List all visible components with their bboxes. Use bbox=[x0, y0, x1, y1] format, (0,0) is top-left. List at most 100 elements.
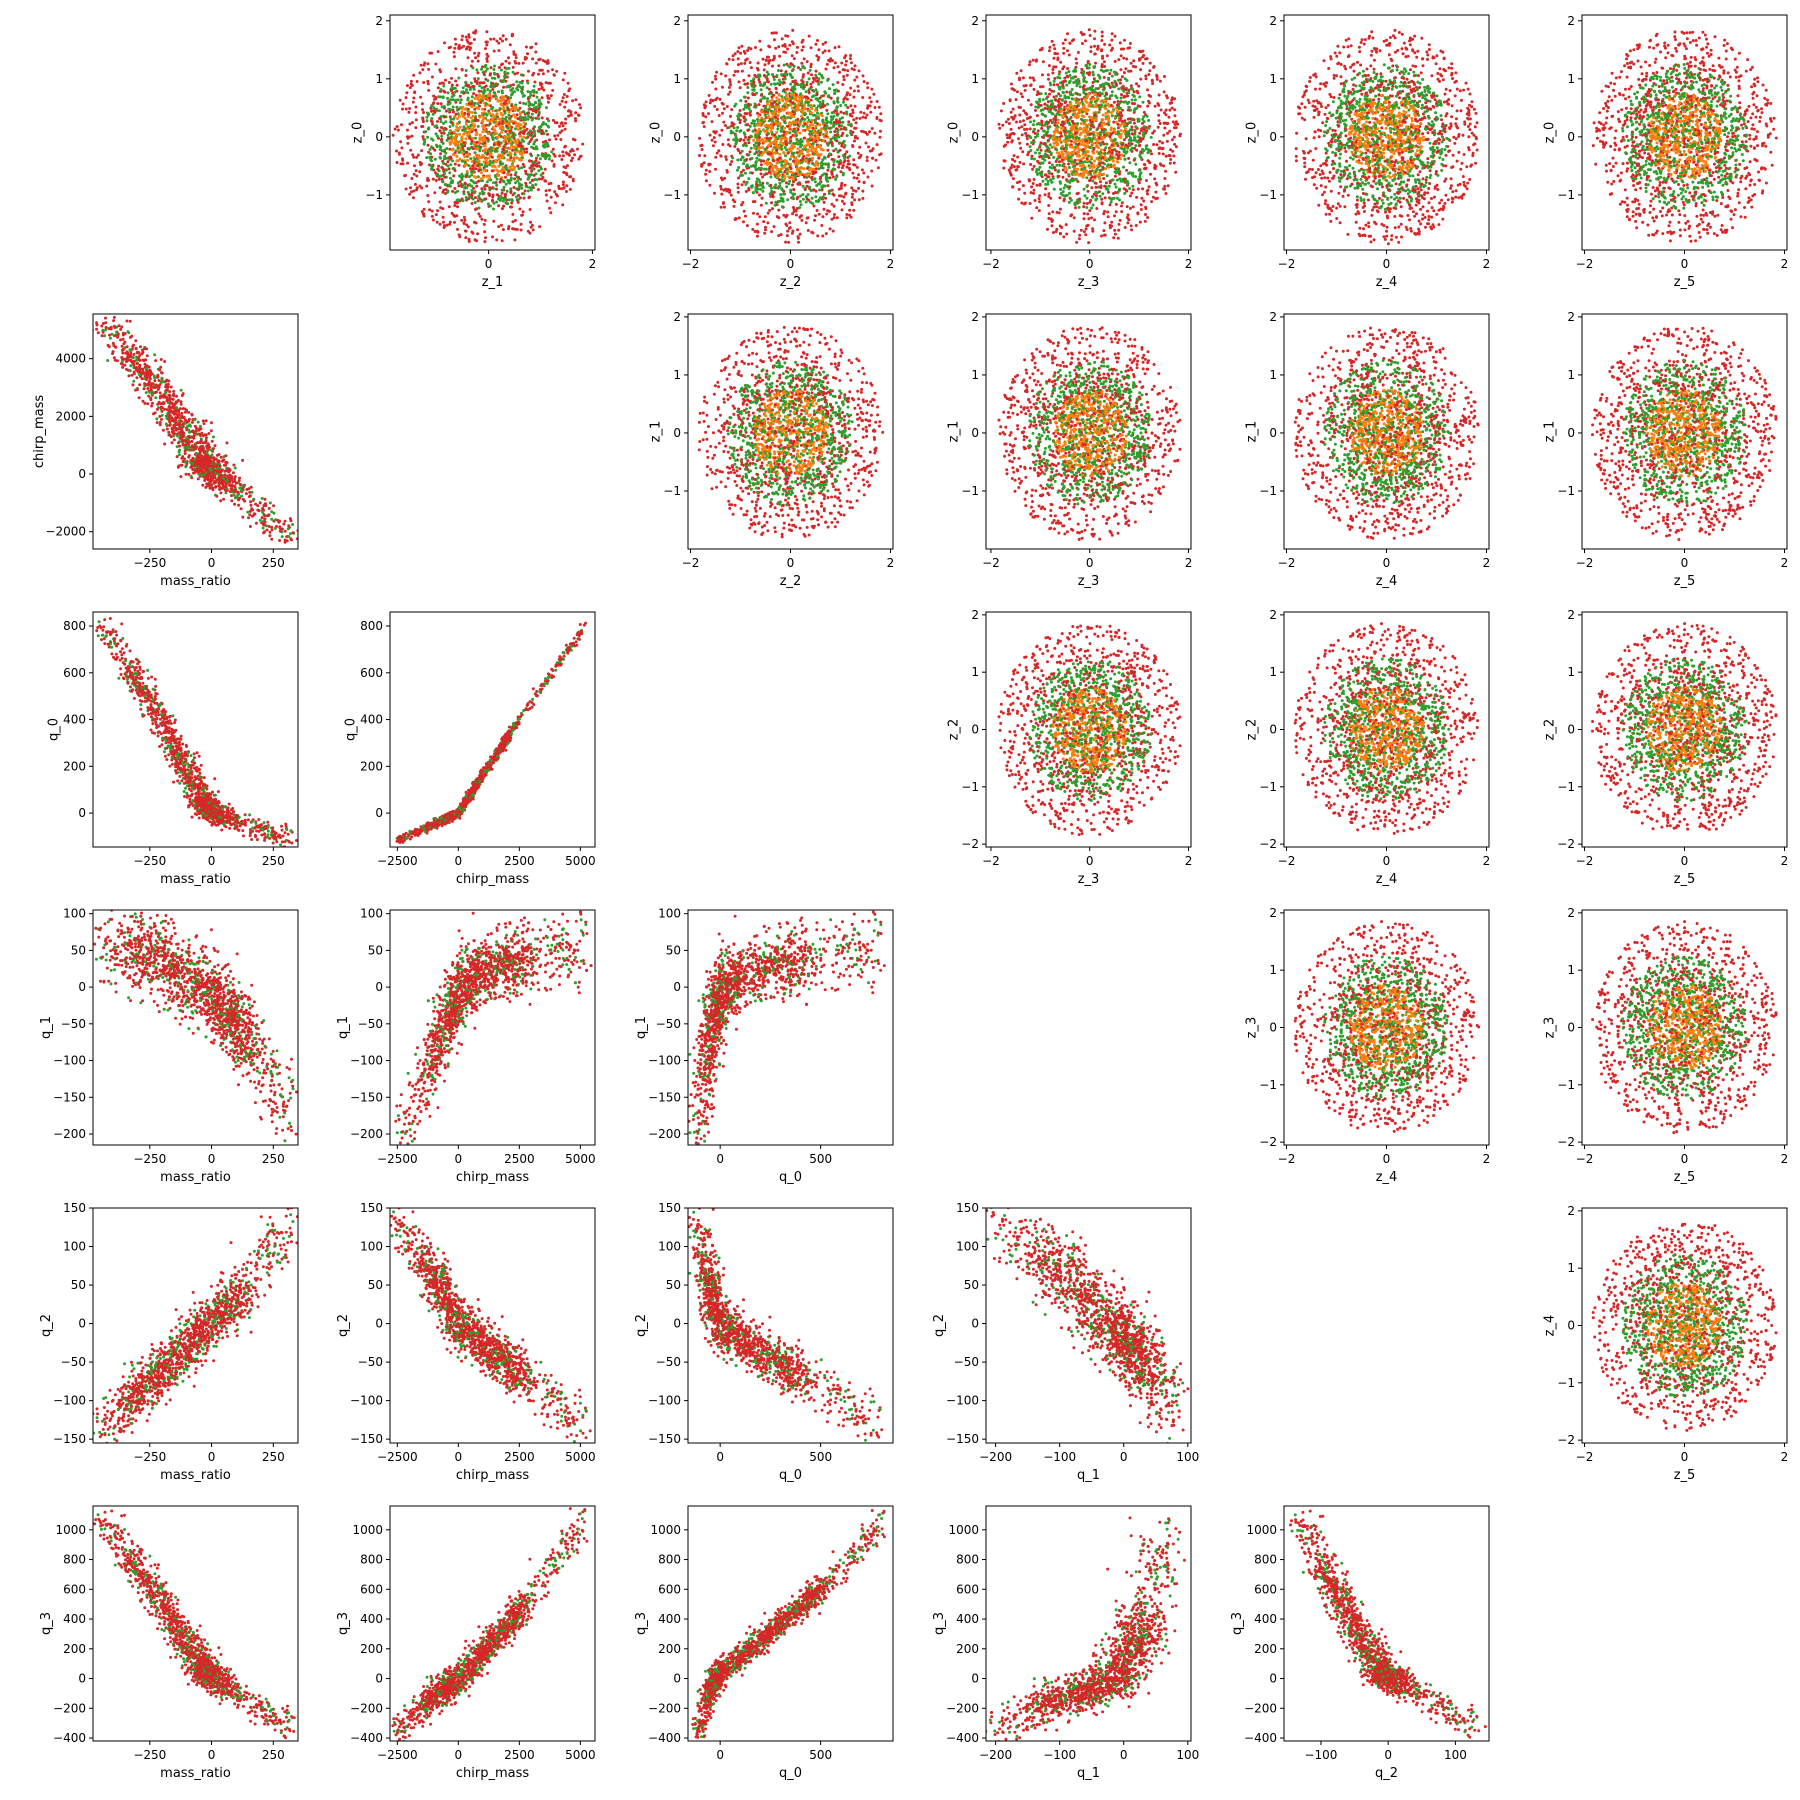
data-point bbox=[1082, 217, 1086, 221]
data-point bbox=[791, 180, 795, 184]
data-point bbox=[1129, 224, 1133, 228]
data-point bbox=[1155, 74, 1159, 78]
data-point bbox=[413, 182, 417, 186]
data-point bbox=[569, 113, 573, 117]
data-point bbox=[1047, 212, 1051, 216]
data-point bbox=[1006, 136, 1010, 140]
data-point bbox=[532, 71, 536, 75]
data-point bbox=[1002, 166, 1006, 170]
data-point bbox=[1047, 49, 1051, 53]
data-point bbox=[412, 172, 416, 176]
data-point bbox=[534, 61, 538, 65]
data-point bbox=[846, 159, 850, 163]
data-point bbox=[789, 93, 793, 97]
data-point bbox=[809, 65, 813, 69]
data-point bbox=[538, 130, 542, 134]
data-point bbox=[1101, 56, 1105, 60]
data-point bbox=[753, 119, 756, 123]
data-point bbox=[505, 75, 509, 79]
data-point bbox=[857, 180, 861, 184]
data-point bbox=[785, 181, 788, 185]
data-point bbox=[440, 126, 443, 129]
data-point bbox=[735, 129, 739, 133]
data-point bbox=[754, 133, 758, 137]
data-point bbox=[770, 31, 774, 35]
data-point bbox=[749, 146, 753, 150]
data-point bbox=[464, 74, 468, 77]
data-point bbox=[499, 194, 503, 198]
data-point bbox=[743, 171, 747, 175]
data-point bbox=[841, 173, 845, 177]
data-point bbox=[785, 172, 789, 176]
data-point bbox=[520, 147, 523, 151]
data-point bbox=[473, 157, 477, 161]
data-point bbox=[770, 186, 773, 190]
data-point bbox=[867, 145, 870, 149]
data-point bbox=[430, 51, 434, 55]
data-point bbox=[814, 195, 818, 199]
data-point bbox=[525, 150, 529, 154]
data-point bbox=[499, 223, 503, 227]
data-point bbox=[722, 107, 726, 111]
data-point bbox=[1052, 56, 1056, 60]
data-point bbox=[789, 62, 793, 66]
data-point bbox=[464, 35, 468, 39]
data-point bbox=[502, 168, 506, 172]
data-point bbox=[870, 87, 874, 91]
data-point bbox=[837, 162, 841, 166]
data-point bbox=[511, 164, 514, 167]
data-point bbox=[529, 186, 533, 190]
data-point bbox=[864, 141, 868, 145]
y-tick-label: −1 bbox=[365, 188, 383, 202]
data-point bbox=[1170, 96, 1174, 100]
data-point bbox=[852, 176, 856, 180]
data-point bbox=[1158, 122, 1162, 125]
data-point bbox=[776, 186, 780, 190]
data-point bbox=[1151, 131, 1155, 135]
data-point bbox=[1023, 191, 1027, 195]
data-point bbox=[760, 196, 764, 200]
data-point bbox=[470, 160, 474, 163]
data-point bbox=[453, 135, 457, 139]
data-point bbox=[527, 111, 530, 115]
data-point bbox=[442, 131, 446, 135]
data-point bbox=[520, 144, 524, 148]
data-point bbox=[795, 197, 799, 201]
data-point bbox=[778, 152, 782, 156]
data-point bbox=[524, 169, 527, 173]
data-point bbox=[406, 161, 410, 165]
data-point bbox=[1142, 128, 1146, 131]
data-point bbox=[824, 172, 828, 176]
data-point bbox=[1174, 126, 1178, 130]
data-point bbox=[790, 69, 794, 73]
data-point bbox=[497, 143, 501, 147]
data-point bbox=[850, 186, 854, 190]
data-point bbox=[1172, 154, 1176, 158]
data-point bbox=[1009, 82, 1013, 86]
data-point bbox=[442, 220, 445, 224]
data-point bbox=[425, 184, 429, 188]
data-point bbox=[818, 188, 822, 192]
data-point bbox=[541, 72, 545, 76]
data-point bbox=[536, 153, 540, 157]
data-point bbox=[829, 57, 833, 61]
data-point bbox=[840, 166, 844, 170]
data-point bbox=[757, 142, 761, 145]
data-point bbox=[753, 146, 756, 150]
data-point bbox=[736, 158, 740, 162]
data-point bbox=[1162, 90, 1166, 94]
data-point bbox=[758, 132, 761, 136]
data-point bbox=[813, 148, 817, 152]
data-point bbox=[814, 73, 818, 77]
data-point bbox=[543, 167, 547, 171]
data-point bbox=[739, 173, 743, 177]
data-point bbox=[436, 50, 440, 54]
data-point bbox=[458, 235, 462, 239]
data-point bbox=[862, 180, 866, 184]
data-point bbox=[567, 114, 570, 118]
data-point bbox=[1103, 233, 1107, 237]
data-point bbox=[1033, 199, 1037, 202]
data-point bbox=[430, 145, 433, 149]
data-point bbox=[1080, 97, 1084, 101]
data-point bbox=[421, 108, 424, 112]
